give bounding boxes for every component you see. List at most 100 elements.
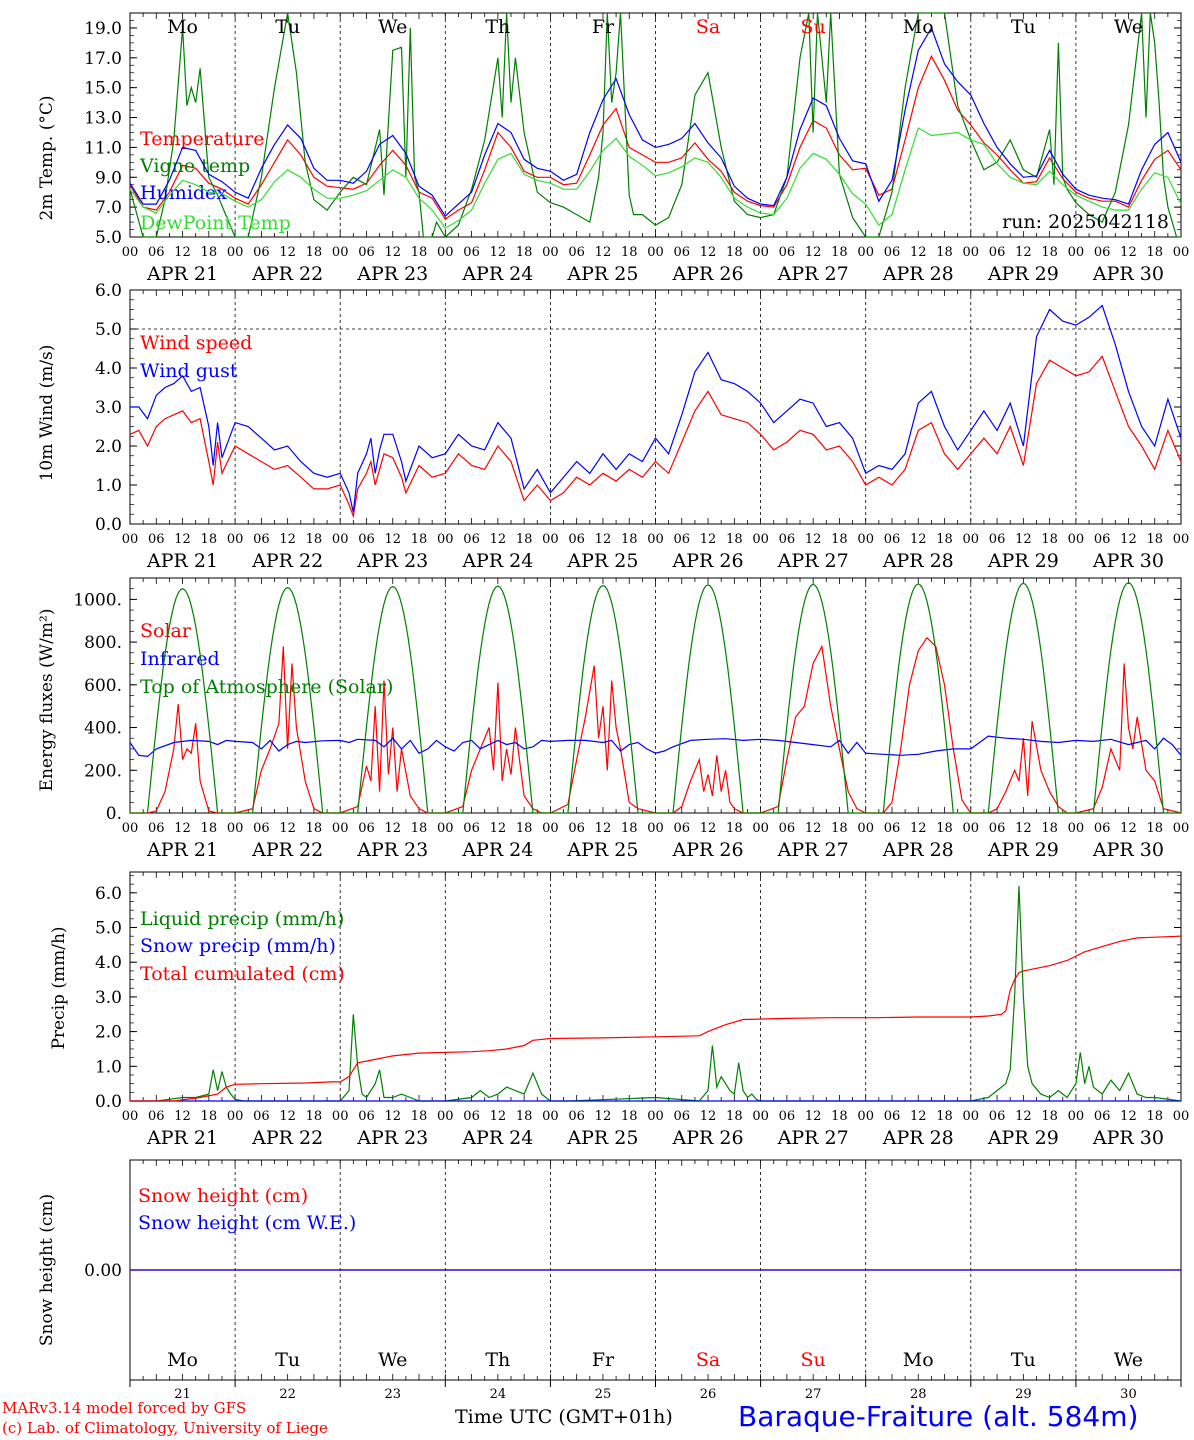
date-label: APR 27 xyxy=(777,1127,849,1149)
hour-tick-label: 18 xyxy=(936,532,953,547)
series-line-2 xyxy=(130,304,1182,513)
hour-tick-label: 06 xyxy=(779,245,796,260)
series-line-1 xyxy=(129,355,1182,519)
y-tick-label: 800. xyxy=(84,633,122,653)
hour-tick-label: 18 xyxy=(621,821,638,836)
hour-tick-label: 00 xyxy=(963,245,980,260)
hour-tick-label: 00 xyxy=(963,532,980,547)
hour-tick-label: 06 xyxy=(779,821,796,836)
y-axis-label: Snow height (cm) xyxy=(37,1194,57,1346)
hour-tick-label: 06 xyxy=(358,1109,375,1124)
date-label: APR 25 xyxy=(566,1127,638,1149)
y-tick-label: 400. xyxy=(84,719,122,739)
hour-tick-label: 06 xyxy=(253,821,270,836)
y-tick-label: 200. xyxy=(84,761,122,781)
hour-tick-label: 00 xyxy=(857,1109,874,1124)
hour-tick-label: 00 xyxy=(1068,1109,1085,1124)
weekday-label: Mo xyxy=(903,16,934,38)
y-tick-label: 0.0 xyxy=(95,515,122,535)
day-number-axis: 21 22 23 24 25 26 27 28 29 30 xyxy=(129,1379,1182,1402)
weekday-label: Tu xyxy=(275,1349,300,1371)
date-label: APR 26 xyxy=(672,263,744,285)
legend-entry: Wind speed xyxy=(140,332,252,354)
hour-tick-label: 12 xyxy=(384,1109,401,1124)
legend-entry: Solar xyxy=(140,620,192,642)
hour-tick-label: 18 xyxy=(306,532,323,547)
day-number-label: 27 xyxy=(805,1387,822,1402)
hour-tick-label: 12 xyxy=(910,245,927,260)
hour-tick-label: 00 xyxy=(332,532,349,547)
weekday-label: Mo xyxy=(167,1349,198,1371)
weekday-label: Th xyxy=(485,1349,510,1371)
hour-tick-label: 18 xyxy=(201,245,218,260)
hour-tick-label: 00 xyxy=(1068,532,1085,547)
y-tick-label: 3.0 xyxy=(95,398,122,418)
date-label: APR 23 xyxy=(356,839,428,861)
hour-tick-label: 06 xyxy=(1094,245,1111,260)
hour-tick-label: 06 xyxy=(148,1109,165,1124)
weekday-label: Fr xyxy=(592,16,615,38)
x-axis-title: Time UTC (GMT+01h) xyxy=(455,1406,673,1428)
date-label: APR 21 xyxy=(146,839,218,861)
hour-tick-label: 12 xyxy=(1015,245,1032,260)
y-tick-label: 2.0 xyxy=(95,437,122,457)
weekday-label: Sa xyxy=(696,16,720,38)
legend-entry: Liquid precip (mm/h) xyxy=(140,908,344,930)
date-label: APR 23 xyxy=(356,1127,428,1149)
hour-tick-label: 00 xyxy=(963,821,980,836)
date-label: APR 22 xyxy=(251,550,323,572)
weekday-label: Sa xyxy=(696,1349,720,1371)
hour-tick-label: 18 xyxy=(1041,821,1058,836)
hour-tick-label: 00 xyxy=(857,245,874,260)
date-label: APR 26 xyxy=(672,1127,744,1149)
hour-tick-label: 00 xyxy=(122,245,139,260)
date-label: APR 21 xyxy=(146,550,218,572)
hour-tick-label: 00 xyxy=(437,821,454,836)
y-tick-label: 11.0 xyxy=(84,138,122,158)
date-label: APR 25 xyxy=(566,839,638,861)
date-label: APR 28 xyxy=(882,839,954,861)
y-tick-label: 7.0 xyxy=(95,198,122,218)
hour-tick-label: 12 xyxy=(910,821,927,836)
hour-tick-label: 12 xyxy=(279,245,296,260)
hour-tick-label: 18 xyxy=(201,532,218,547)
hour-tick-label: 06 xyxy=(148,821,165,836)
hour-tick-label: 18 xyxy=(726,821,743,836)
date-label: APR 22 xyxy=(251,839,323,861)
hour-tick-label: 12 xyxy=(910,532,927,547)
y-tick-label: 1.0 xyxy=(95,1057,122,1077)
y-tick-label: 0.0 xyxy=(95,1092,122,1112)
hour-tick-label: 18 xyxy=(516,821,533,836)
hour-tick-label: 18 xyxy=(1146,821,1163,836)
hour-tick-label: 18 xyxy=(831,245,848,260)
panel-3: 0. 200. 400. 600. 800. 1000. Energy fluxes (W/… xyxy=(37,577,1189,861)
panel-5: 0.00 Snow height (cm) Snow height (cm) Snow… xyxy=(37,1159,1182,1381)
hour-tick-label: 06 xyxy=(674,245,691,260)
legend-entry: Snow height (cm) xyxy=(138,1185,308,1207)
legend-entry: Snow height (cm W.E.) xyxy=(138,1212,356,1234)
station-title: Baraque-Fraiture (alt. 584m) xyxy=(738,1400,1139,1433)
y-axis-label: Energy fluxes (W/m²) xyxy=(37,609,57,792)
hour-tick-label: 00 xyxy=(542,532,559,547)
hour-tick-label: 06 xyxy=(463,821,480,836)
date-label: APR 24 xyxy=(461,550,533,572)
hour-tick-label: 18 xyxy=(1146,245,1163,260)
hour-tick-label: 06 xyxy=(253,1109,270,1124)
date-label: APR 26 xyxy=(672,550,744,572)
series-line-1 xyxy=(130,636,1182,814)
date-label: APR 22 xyxy=(251,1127,323,1149)
y-tick-label: 15.0 xyxy=(84,79,122,99)
hour-tick-label: 12 xyxy=(279,821,296,836)
date-label: APR 29 xyxy=(987,839,1059,861)
hour-tick-label: 06 xyxy=(463,532,480,547)
hour-tick-label: 06 xyxy=(1094,1109,1111,1124)
y-tick-label: 1000. xyxy=(73,590,122,610)
weekday-label: We xyxy=(378,1349,407,1371)
series-line-4 xyxy=(129,127,1182,229)
date-label: APR 24 xyxy=(461,1127,533,1149)
date-label: APR 21 xyxy=(146,263,218,285)
date-label: APR 27 xyxy=(777,263,849,285)
hour-tick-label: 18 xyxy=(306,245,323,260)
date-label: APR 23 xyxy=(356,263,428,285)
legend-entry: Humidex xyxy=(140,182,227,204)
